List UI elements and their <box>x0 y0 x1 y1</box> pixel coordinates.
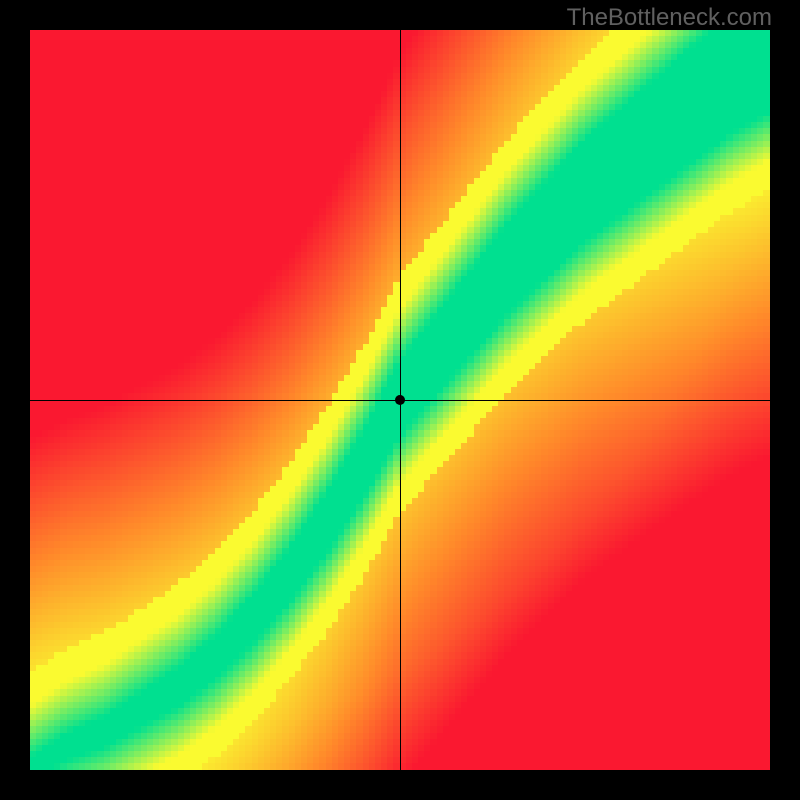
chart-container: TheBottleneck.com <box>0 0 800 800</box>
watermark-text: TheBottleneck.com <box>567 4 772 32</box>
bottleneck-heatmap <box>30 30 770 770</box>
